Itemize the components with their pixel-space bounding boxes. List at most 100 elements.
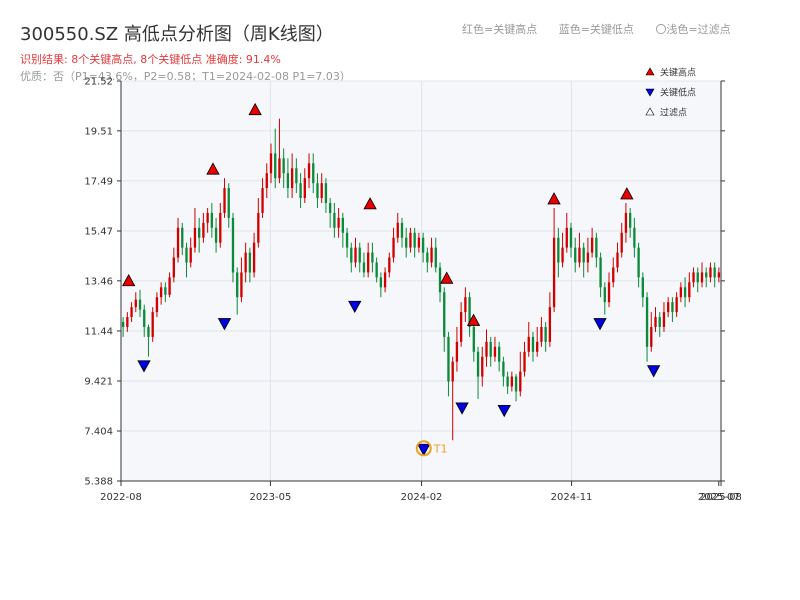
candle-body — [667, 302, 670, 313]
candle-body — [620, 232, 623, 253]
candle-body — [328, 202, 332, 213]
candle-body — [134, 299, 137, 308]
candle-body — [409, 232, 412, 248]
candle-body — [624, 212, 628, 233]
y-tick-label: 15.47 — [84, 227, 113, 238]
y-tick-label: 7.404 — [84, 427, 113, 438]
y-tick-label: 19.51 — [84, 126, 113, 137]
candle-body — [316, 183, 319, 199]
t1-label: T1 — [433, 442, 448, 455]
legend-label: 关键低点 — [660, 87, 696, 99]
y-tick-label: 5.388 — [84, 477, 113, 488]
candle-body — [400, 222, 404, 238]
candle-body — [426, 252, 429, 263]
y-tick-label: 13.46 — [84, 276, 113, 287]
candle-body — [210, 212, 214, 228]
candle-body — [286, 173, 290, 189]
candle-body — [240, 272, 243, 298]
legend-label: 关键高点 — [660, 67, 696, 79]
candle-body — [181, 227, 184, 248]
x-tick-label: 2025-07 — [698, 492, 740, 503]
candle-body — [645, 297, 649, 347]
key-low-marker — [217, 318, 232, 331]
x-tick-label: 2025-08 — [700, 492, 742, 503]
candle-body — [569, 227, 573, 248]
candle-body — [147, 326, 150, 337]
candle-body — [650, 326, 653, 347]
legend-label: 过滤点 — [660, 107, 687, 119]
candle-body — [159, 287, 163, 298]
key-high-marker — [121, 273, 136, 287]
candle-body — [641, 277, 644, 298]
candle-body — [574, 247, 577, 263]
t1-circle — [415, 440, 432, 457]
candle-body — [519, 371, 522, 392]
candle-body — [688, 282, 691, 298]
candle-body — [498, 346, 501, 362]
candle-body — [590, 237, 594, 253]
candle-body — [489, 341, 492, 357]
candle-body — [603, 287, 606, 303]
x-tick-label: 2024-11 — [551, 492, 593, 503]
candle-body — [248, 252, 252, 273]
candle-body — [320, 183, 323, 199]
legend-symbol — [645, 88, 655, 97]
header-color-legend: 红色=关键高点 蓝色=关键低点 〇浅色=过滤点 — [462, 21, 749, 37]
candle-body — [185, 247, 188, 263]
candle-body — [637, 247, 640, 278]
candle-body — [303, 178, 306, 199]
key-high-marker — [363, 197, 377, 210]
candle-body — [231, 217, 235, 273]
candle-body — [557, 237, 560, 263]
key-high-marker — [547, 192, 561, 205]
candle-body — [430, 247, 433, 263]
candle-body — [451, 361, 454, 382]
candle-body — [269, 153, 273, 174]
candle-body — [265, 173, 268, 189]
candle-body — [540, 326, 543, 342]
candle-body — [705, 272, 708, 278]
candle-body — [599, 257, 602, 288]
header-legend-red: 红色=关键高点 — [462, 23, 538, 36]
key-low-marker — [593, 318, 607, 331]
candle-body — [561, 247, 564, 263]
candle-body — [198, 227, 201, 238]
x-tick-label: 2022-08 — [100, 492, 142, 503]
candle-body — [257, 212, 260, 243]
candle-body — [383, 272, 387, 288]
candle-body — [671, 302, 674, 313]
legend-symbol — [645, 107, 655, 116]
x-tick-label: 2024-02 — [401, 492, 443, 503]
candle-body — [189, 247, 192, 263]
candle-body — [692, 272, 695, 283]
candle-body — [295, 168, 298, 184]
candle-body — [290, 168, 294, 189]
candle-body — [464, 297, 467, 313]
candle-body — [578, 247, 581, 263]
candle-body — [552, 237, 556, 308]
candle-body — [193, 227, 197, 248]
candle-body — [586, 252, 590, 263]
candle-body — [299, 183, 302, 199]
candle-body — [510, 376, 514, 387]
key-low-marker — [497, 404, 511, 418]
candle-body — [350, 247, 353, 263]
candle-body — [493, 346, 497, 357]
candle-body — [341, 217, 344, 233]
candle-body — [485, 341, 488, 357]
candle-body — [236, 272, 239, 298]
header-legend-blue: 蓝色=关键低点 — [558, 23, 634, 36]
candle-body — [696, 272, 699, 283]
candle-body — [506, 376, 509, 387]
candle-body — [616, 252, 619, 268]
candle-body — [447, 336, 450, 382]
candle-body — [307, 163, 311, 179]
candle-body — [565, 227, 568, 248]
candle-body — [709, 267, 712, 278]
candle-body — [392, 237, 395, 258]
y-tick-label: 9.421 — [84, 377, 113, 388]
candle-body — [375, 262, 378, 278]
candle-body — [443, 292, 446, 337]
candle-body — [227, 188, 230, 218]
candle-body — [172, 257, 175, 278]
